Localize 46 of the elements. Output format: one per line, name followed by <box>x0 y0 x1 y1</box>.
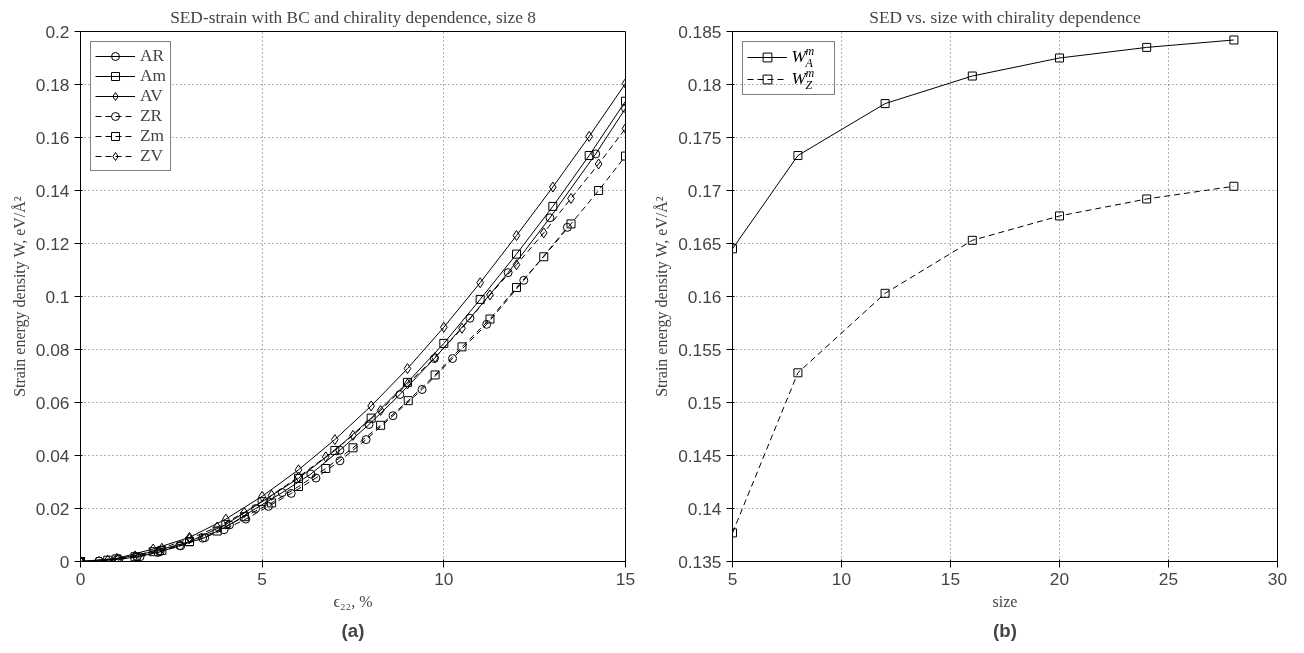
y-tick-label: 0.1 <box>45 286 70 307</box>
y-axis-title: Strain energy density W, eV/Å² <box>653 196 672 397</box>
y-tick-label: 0.135 <box>678 551 722 572</box>
x-axis-title: ϵ₂₂, % <box>333 592 373 610</box>
legend-label: Am <box>140 66 166 86</box>
x-tick-label: 25 <box>1158 568 1179 589</box>
x-tick-label: 30 <box>1267 568 1288 589</box>
chart-title: SED vs. size with chirality dependence <box>869 7 1142 27</box>
x-tick-label: 0 <box>75 568 86 589</box>
chart-title: SED-strain with BC and chirality dependence, size 8 <box>170 7 536 27</box>
y-tick-label: 0.12 <box>35 233 70 254</box>
y-tick-label: 0.15 <box>687 392 722 413</box>
y-tick-label: 0.17 <box>687 180 722 201</box>
y-tick-label: 0.145 <box>678 445 722 466</box>
legend-label: ZV <box>140 146 164 166</box>
x-tick-label: 15 <box>940 568 961 589</box>
legend-label: AR <box>140 46 165 66</box>
y-tick-label: 0.06 <box>35 392 70 413</box>
y-tick-label: 0.16 <box>35 127 70 148</box>
x-axis-title: size <box>992 592 1018 610</box>
y-tick-label: 0.02 <box>35 498 70 519</box>
legend-label: ZR <box>140 106 163 126</box>
y-tick-label: 0.18 <box>687 74 722 95</box>
y-tick-label: 0.175 <box>678 127 722 148</box>
y-tick-label: 0.165 <box>678 233 722 254</box>
x-tick-label: 20 <box>1049 568 1070 589</box>
y-tick-label: 0.08 <box>35 339 70 360</box>
y-tick-label: 0.2 <box>45 21 70 42</box>
y-axis-title: Strain energy density W, eV/Å² <box>10 196 29 397</box>
y-tick-label: 0.14 <box>35 180 70 201</box>
y-tick-label: 0.18 <box>35 74 70 95</box>
x-tick-label: 10 <box>434 568 454 589</box>
y-tick-label: 0.14 <box>687 498 722 519</box>
legend-label: AV <box>140 86 163 106</box>
y-tick-label: 0.16 <box>687 286 722 307</box>
y-tick-label: 0.155 <box>678 339 722 360</box>
text: (a) <box>341 619 365 641</box>
y-tick-label: 0.185 <box>678 21 722 42</box>
text: (b) <box>993 619 1017 641</box>
y-tick-label: 0 <box>59 551 70 572</box>
x-tick-label: 5 <box>257 568 267 589</box>
x-tick-label: 10 <box>831 568 852 589</box>
x-tick-label: 5 <box>727 568 738 589</box>
y-tick-label: 0.04 <box>35 445 70 466</box>
legend-label: Zm <box>140 126 165 146</box>
x-tick-label: 15 <box>615 568 636 589</box>
